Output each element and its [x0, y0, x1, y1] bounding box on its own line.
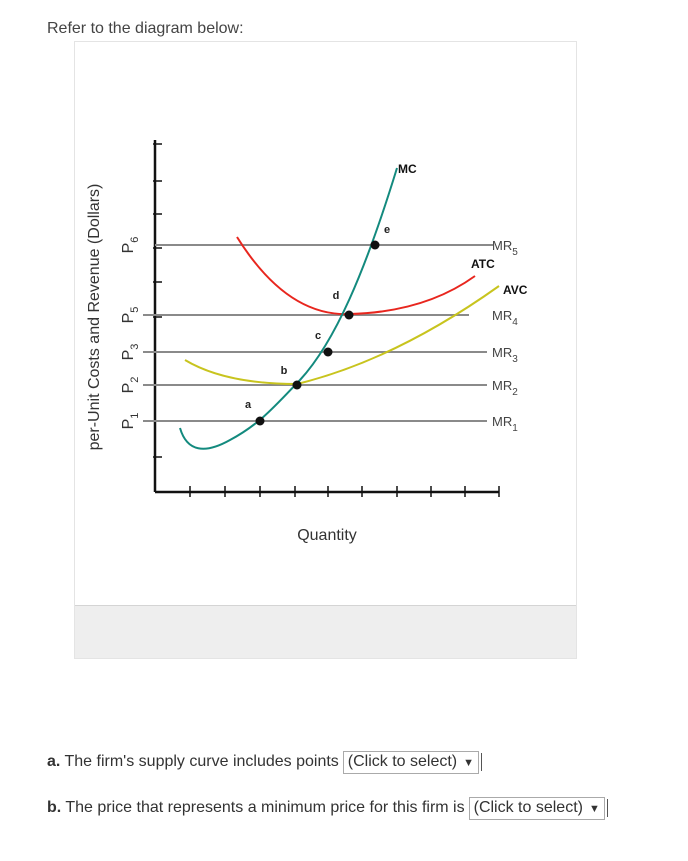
point-d-label: d: [333, 290, 340, 302]
figure-footer: [75, 605, 576, 658]
question-b-select-label: (Click to select): [473, 799, 583, 816]
mr4-label: MR4: [492, 308, 518, 328]
question-a-select[interactable]: (Click to select) ▼: [342, 751, 480, 774]
text-cursor: [606, 798, 608, 817]
mr3-label: MR3: [492, 345, 518, 365]
figure-panel: a b c d e MC ATC AVC Quantity per-Unit Costs…: [74, 41, 577, 659]
price-label-p5: P5: [120, 307, 141, 324]
atc-curve: [236, 236, 476, 316]
price-label-p6: P6: [120, 237, 141, 254]
atc-label: ATC: [471, 257, 495, 271]
avc-curve: [184, 285, 500, 386]
point-c-label: c: [315, 330, 321, 342]
svg-text:P6: P6: [120, 237, 141, 254]
question-b: b. The price that represents a minimum p…: [47, 797, 608, 820]
svg-text:P3: P3: [120, 344, 141, 361]
mr2-label: MR2: [492, 378, 518, 398]
svg-text:P5: P5: [120, 307, 141, 324]
question-b-select[interactable]: (Click to select) ▼: [468, 797, 605, 820]
price-label-p3: P3: [120, 344, 141, 361]
question-b-letter: b.: [47, 799, 62, 816]
question-a-select-label: (Click to select): [347, 753, 458, 770]
cost-revenue-chart: a b c d e MC ATC AVC Quantity per-Unit Costs…: [86, 140, 528, 544]
dropdown-arrow-icon: ▼: [588, 803, 600, 815]
mr5-label: MR5: [492, 238, 518, 258]
point-a-label: a: [245, 399, 252, 411]
price-label-p1: P1: [120, 413, 141, 430]
point-b-label: b: [281, 365, 288, 377]
intro-text: Refer to the diagram below:: [47, 20, 244, 37]
point-c: [323, 347, 333, 357]
svg-text:P2: P2: [120, 377, 141, 394]
avc-label: AVC: [503, 283, 528, 297]
question-a-text: The firm's supply curve includes points: [64, 753, 339, 770]
svg-text:P1: P1: [120, 413, 141, 430]
point-e: [370, 240, 380, 250]
question-b-text: The price that represents a minimum pric…: [65, 799, 465, 816]
y-axis-label: per-Unit Costs and Revenue (Dollars): [86, 184, 103, 451]
dropdown-arrow-icon: ▼: [463, 757, 475, 769]
question-a-letter: a.: [47, 753, 61, 770]
point-a: [255, 416, 265, 426]
question-a: a. The firm's supply curve includes poin…: [47, 751, 483, 774]
mc-curve: [179, 167, 398, 450]
point-d: [344, 310, 354, 320]
mc-label: MC: [398, 162, 417, 176]
point-e-label: e: [384, 224, 390, 236]
point-b: [292, 380, 302, 390]
mr1-label: MR1: [492, 414, 518, 434]
price-label-p2: P2: [120, 377, 141, 394]
x-axis-label: Quantity: [297, 527, 357, 544]
text-cursor: [481, 752, 483, 771]
